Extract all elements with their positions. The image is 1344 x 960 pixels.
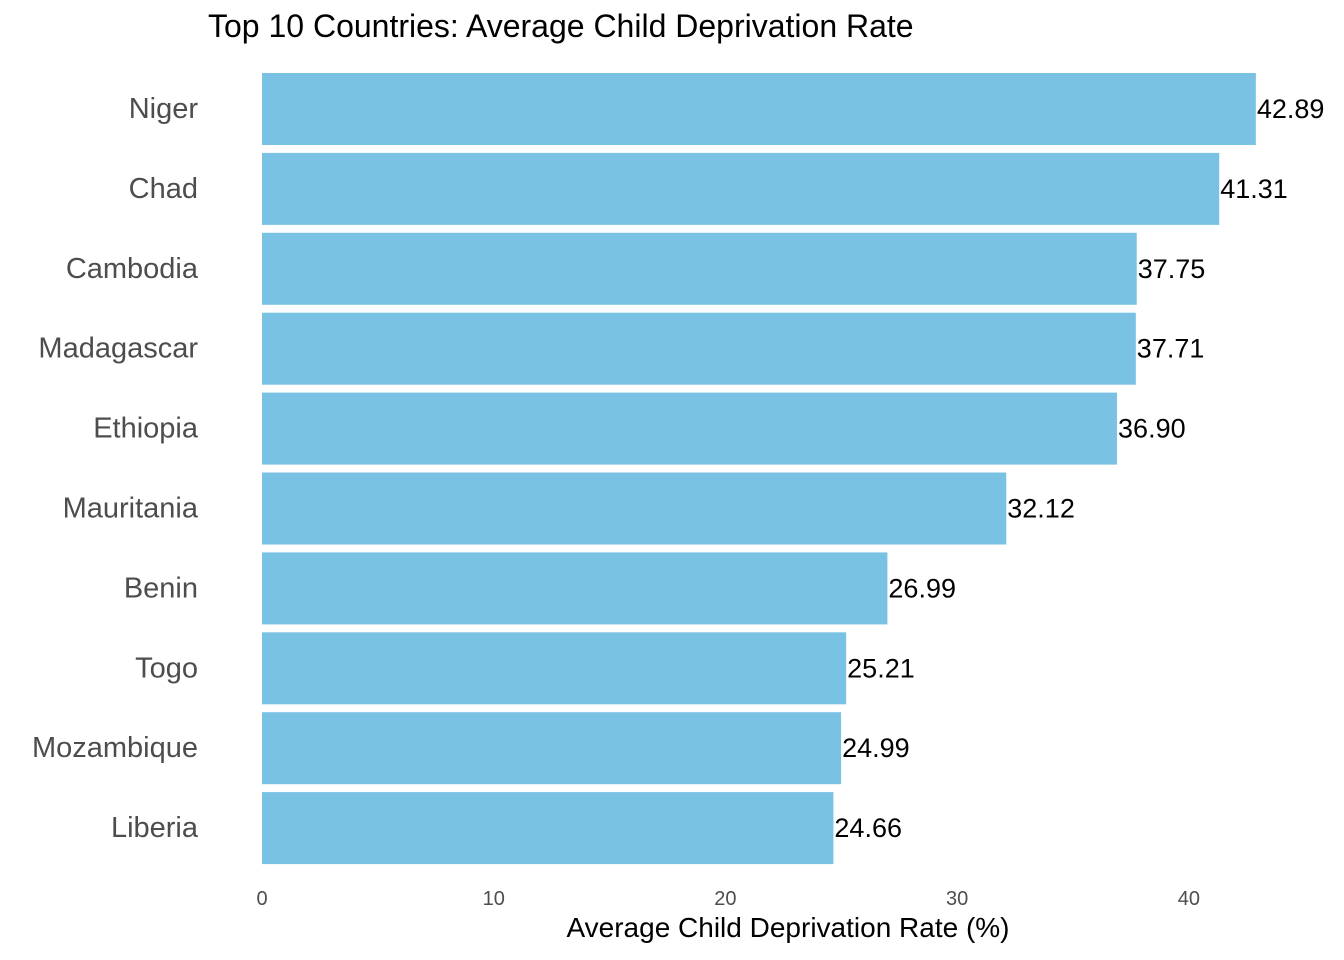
category-label: Mauritania xyxy=(63,493,199,525)
x-axis-title: Average Child Deprivation Rate (%) xyxy=(566,912,1010,943)
bar-benin xyxy=(262,552,888,625)
category-label: Ethiopia xyxy=(93,413,199,445)
bar-niger xyxy=(262,73,1256,145)
data-label: 41.31 xyxy=(1220,174,1288,204)
data-label: 36.90 xyxy=(1118,414,1186,444)
x-tick-label: 20 xyxy=(714,888,736,910)
data-label: 37.75 xyxy=(1138,254,1206,284)
bar-chad xyxy=(262,152,1220,225)
data-label: 25.21 xyxy=(847,653,915,683)
bar-mozambique xyxy=(262,712,842,785)
category-label: Benin xyxy=(124,572,198,604)
bar-mauritania xyxy=(262,472,1007,545)
chart-title: Top 10 Countries: Average Child Deprivat… xyxy=(208,8,914,44)
category-label: Liberia xyxy=(111,812,199,844)
bar-togo xyxy=(262,632,847,705)
data-label: 26.99 xyxy=(888,573,956,603)
x-tick-label: 0 xyxy=(256,888,267,910)
category-label: Niger xyxy=(129,93,199,125)
x-tick-label: 10 xyxy=(483,888,505,910)
data-label: 37.71 xyxy=(1137,334,1205,364)
bar-madagascar xyxy=(262,312,1136,385)
data-label: 24.66 xyxy=(834,813,902,843)
category-label: Mozambique xyxy=(32,732,198,764)
x-tick-label: 30 xyxy=(946,888,968,910)
category-label: Cambodia xyxy=(66,253,199,285)
data-label: 24.99 xyxy=(842,733,910,763)
data-label: 32.12 xyxy=(1007,494,1075,524)
category-label: Madagascar xyxy=(38,333,198,365)
data-label: 42.89 xyxy=(1257,94,1325,124)
bar-liberia xyxy=(262,792,834,865)
category-label: Togo xyxy=(135,652,198,684)
bar-ethiopia xyxy=(262,392,1118,465)
category-label: Chad xyxy=(129,173,198,205)
x-tick-label: 40 xyxy=(1178,888,1200,910)
bar-cambodia xyxy=(262,232,1137,305)
